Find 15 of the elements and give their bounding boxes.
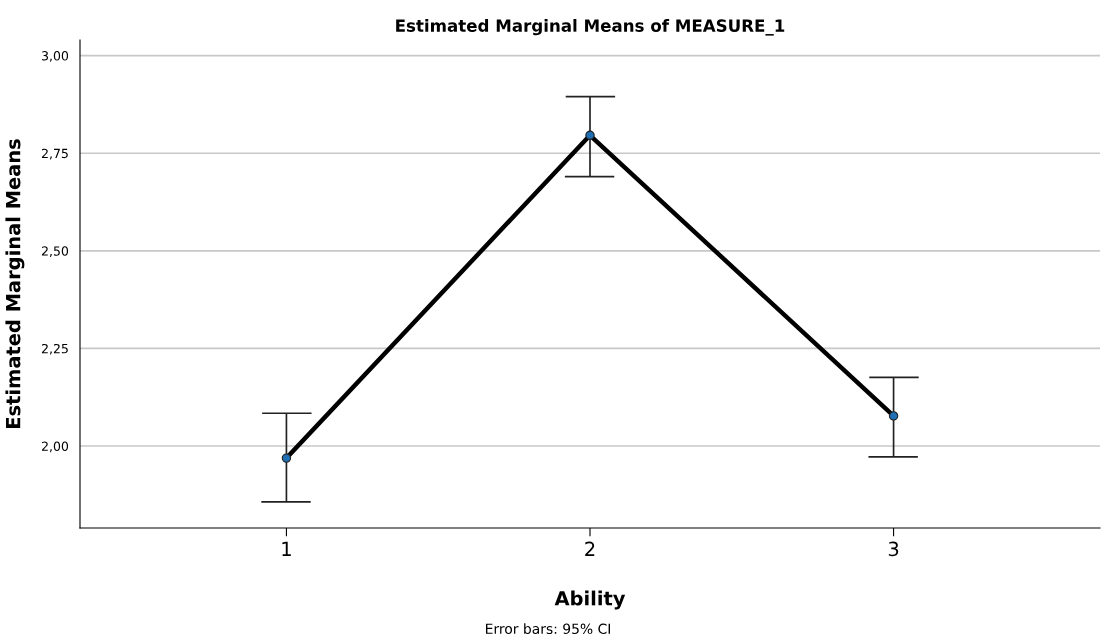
point: [585, 130, 595, 140]
y-tick-label: 2,75: [41, 148, 68, 160]
point: [281, 453, 292, 463]
chart-title: Estimated Marginal Means of MEASURE_1: [396, 19, 785, 36]
x-tick-label: 1: [282, 541, 291, 556]
x-tick-label: 2: [585, 541, 595, 556]
y-tick-label: 3,00: [42, 51, 69, 62]
text: Error bars: 95% CI: [486, 623, 610, 635]
x-tick-label: 3: [888, 541, 899, 557]
y-tick-label: 2,50: [41, 246, 69, 258]
y-axis-title: Estimated Marginal Means: [5, 139, 25, 428]
x-axis-title: Ability: [554, 590, 626, 610]
y-tick-label: 2,25: [41, 343, 68, 355]
y-tick-label: 2,00: [41, 441, 69, 453]
point: [888, 411, 899, 421]
